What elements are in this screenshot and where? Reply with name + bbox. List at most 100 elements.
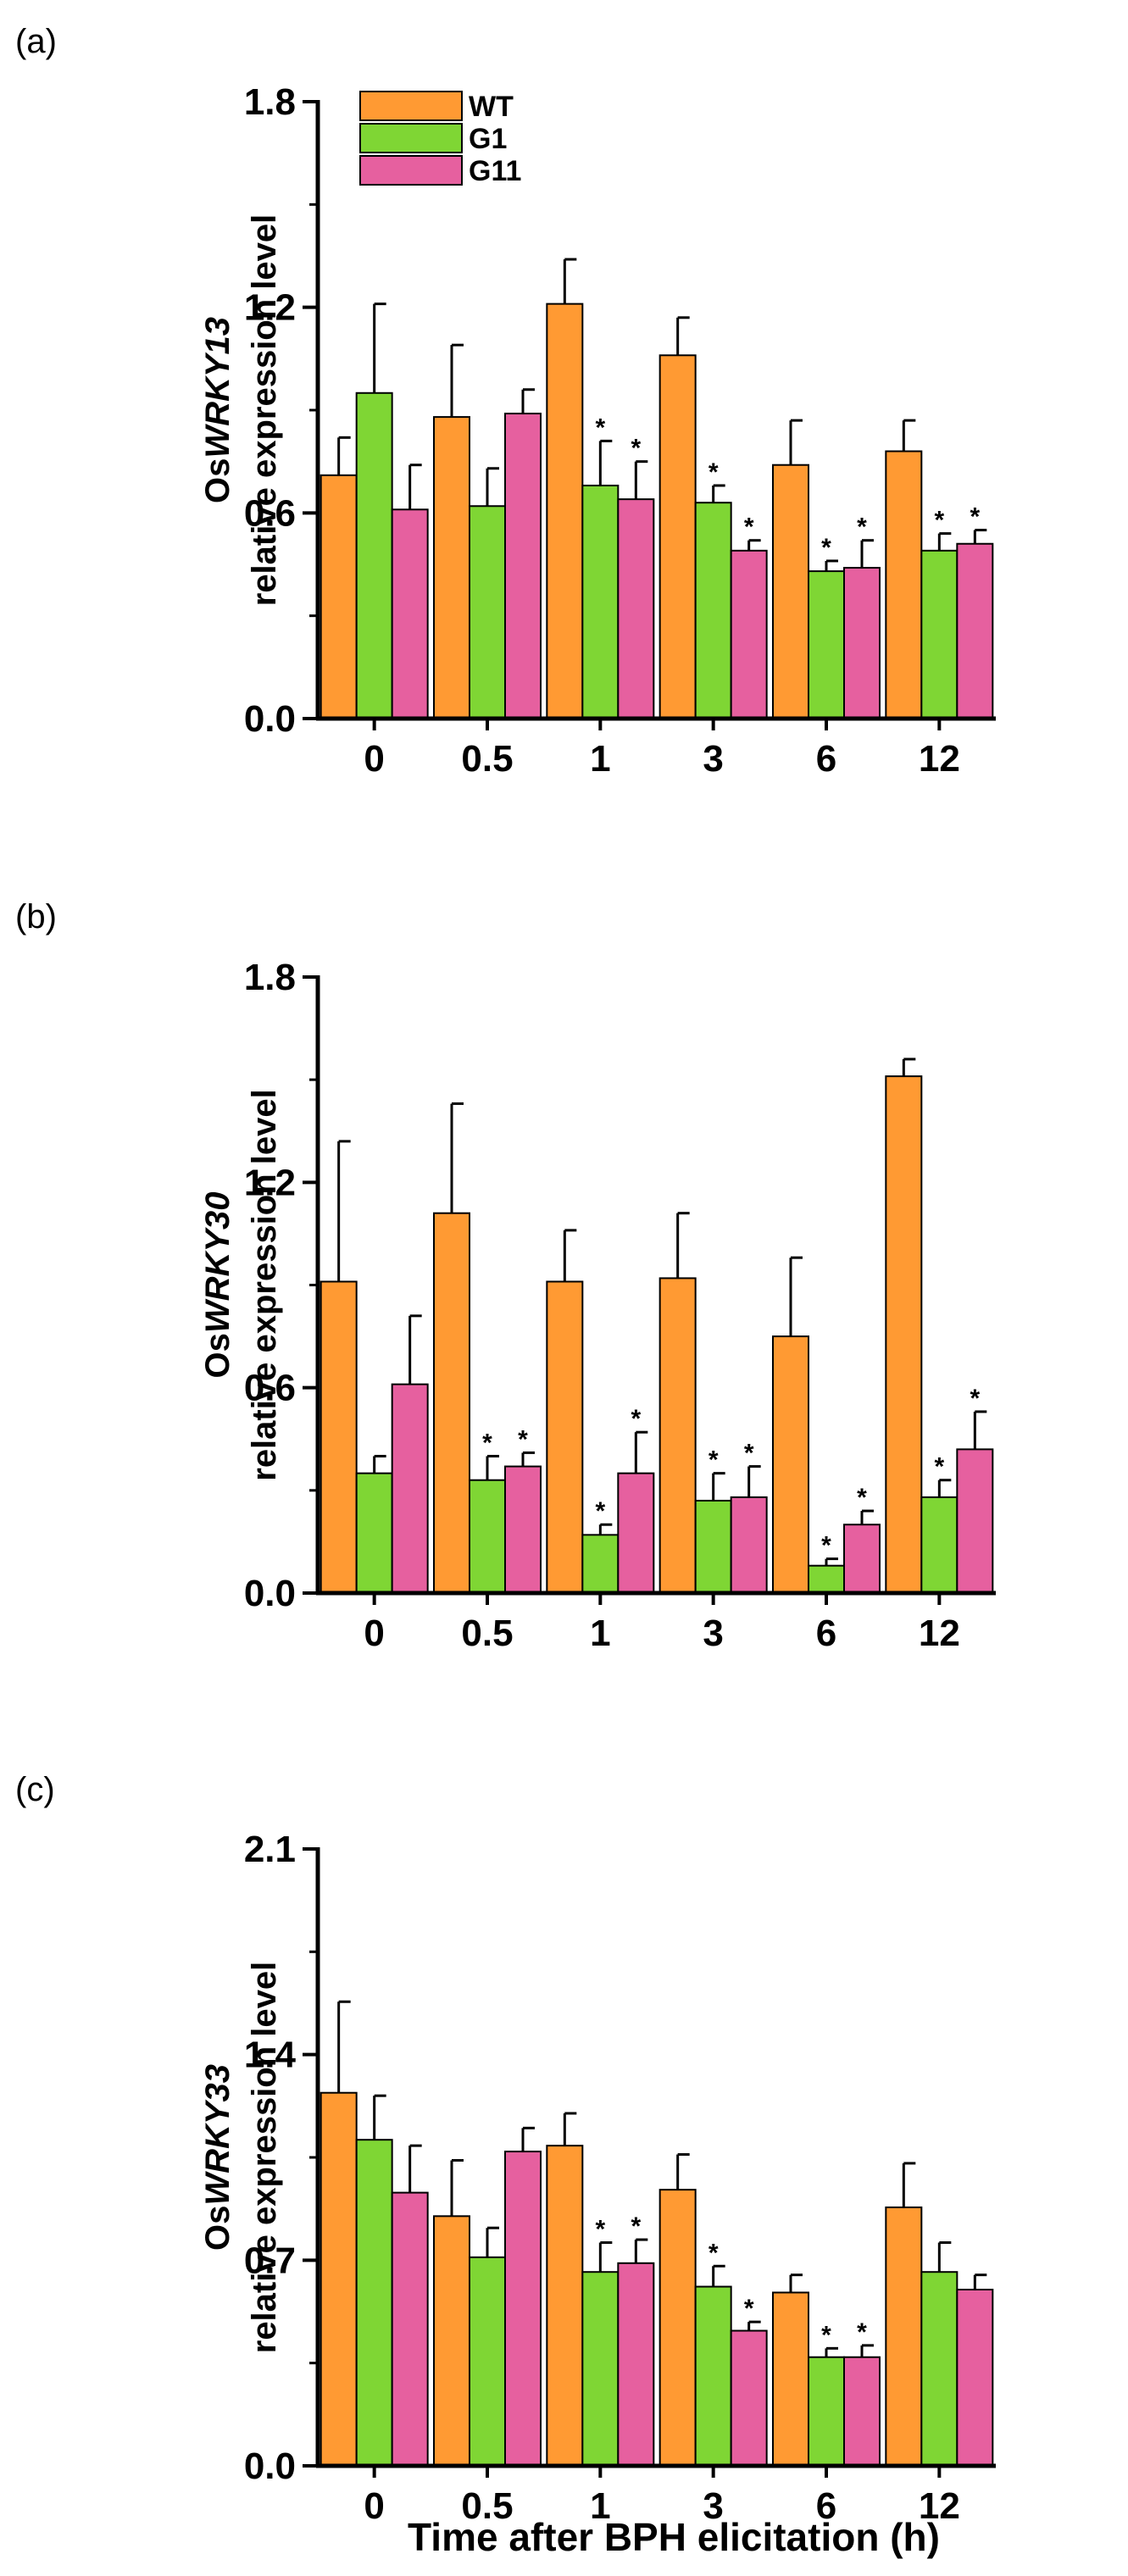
bar-WT-1	[546, 303, 584, 719]
y-axis-label-gene: OsWRKY33	[199, 2064, 236, 2251]
y-tick-label: 0.7	[244, 2240, 296, 2281]
bar-WT-1	[546, 1280, 584, 1594]
sig-star-G1-6: *	[821, 1532, 831, 1560]
bar-G11-6	[843, 1524, 881, 1594]
gene-name: WRKY30	[199, 1191, 236, 1333]
x-tick-label: 12	[919, 2485, 960, 2527]
gene-name: WRKY33	[199, 2064, 236, 2206]
y-tick-label: 1.4	[244, 2035, 297, 2076]
bar-WT-0.5	[433, 416, 470, 719]
x-tick-label: 0	[364, 1613, 384, 1654]
bar-G1-0	[355, 2139, 393, 2467]
bar-G11-1	[617, 1472, 655, 1595]
bar-G11-3	[730, 549, 768, 719]
bar-WT-0.5	[433, 2215, 470, 2467]
bar-G1-3	[694, 1499, 732, 1594]
x-tick-label: 0	[364, 738, 384, 780]
bar-G1-6	[808, 2356, 845, 2468]
x-tick-label: 0.5	[461, 1613, 513, 1654]
x-tick-label: 1	[590, 2485, 610, 2527]
bar-WT-0	[320, 474, 358, 719]
sig-star-G11-3: *	[744, 2295, 754, 2323]
legend-swatch-WT	[359, 91, 463, 121]
y-axis-label-rest: relative expression level	[246, 1089, 283, 1481]
bar-G11-12	[956, 1448, 994, 1595]
sig-star-G1-12: *	[934, 1453, 944, 1481]
bar-G1-3	[694, 502, 732, 720]
x-tick-label: 1	[590, 738, 610, 780]
x-tick-label: 6	[816, 2485, 836, 2527]
bar-WT-3	[658, 2189, 697, 2467]
bar-G1-12	[920, 1496, 959, 1595]
bar-G11-6	[843, 2356, 881, 2468]
sig-star-G1-3: *	[708, 2239, 719, 2267]
bar-G11-0.5	[504, 1465, 542, 1595]
bar-G11-1	[617, 498, 655, 720]
bar-G11-3	[730, 1496, 768, 1595]
sig-star-G1-12: *	[934, 507, 944, 535]
bar-WT-12	[885, 1075, 923, 1594]
gene-name: WRKY13	[199, 317, 236, 458]
x-tick-label: 6	[816, 1613, 836, 1654]
sig-star-G11-3: *	[744, 514, 754, 541]
panel-letter: (b)	[15, 898, 57, 935]
bar-G1-1	[581, 1534, 620, 1594]
bar-G11-0	[391, 2191, 429, 2468]
bar-G1-1	[581, 484, 620, 719]
y-tick-label: 1.8	[244, 957, 296, 998]
legend-label-G11: G11	[469, 155, 521, 187]
legend-label-WT: WT	[469, 91, 514, 123]
y-tick-label: 2.1	[244, 1829, 296, 1870]
bar-WT-3	[658, 354, 697, 719]
sig-star-G11-6: *	[857, 514, 867, 541]
bar-G11-1	[617, 2262, 655, 2468]
bar-G11-6	[843, 567, 881, 719]
bar-G1-0.5	[469, 2256, 506, 2468]
bar-G11-12	[956, 542, 994, 719]
legend-swatch-G11	[359, 155, 463, 186]
bar-G11-0.5	[504, 413, 542, 719]
bar-G11-12	[956, 2289, 994, 2467]
bar-G1-6	[808, 570, 845, 719]
x-tick-label: 3	[703, 1613, 723, 1654]
y-tick-label: 1.2	[244, 1162, 296, 1203]
bar-G1-12	[920, 549, 959, 719]
sig-star-G1-1: *	[595, 414, 605, 441]
bar-WT-12	[885, 2206, 923, 2468]
legend-label-G1: G1	[469, 123, 507, 155]
y-tick-label: 0.6	[244, 492, 296, 534]
sig-star-G1-3: *	[708, 1446, 719, 1474]
y-axis-label-rest: relative expression level	[246, 1962, 283, 2354]
sig-star-G11-1: *	[631, 1405, 641, 1433]
bar-G11-0	[391, 508, 429, 719]
y-tick-label: 0.0	[244, 698, 296, 740]
y-tick-label: 1.2	[244, 287, 296, 329]
bar-WT-1	[546, 2145, 584, 2467]
y-tick-label: 0.0	[244, 2446, 296, 2487]
x-tick-label: 3	[703, 2485, 723, 2527]
sig-star-G1-6: *	[821, 2321, 831, 2349]
bar-WT-6	[772, 1335, 809, 1595]
bar-WT-12	[885, 450, 923, 719]
bar-G1-6	[808, 1564, 845, 1594]
sig-star-G11-12: *	[970, 1385, 980, 1413]
x-tick-label: 0	[364, 2485, 384, 2527]
gene-prefix: Os	[199, 1333, 236, 1378]
legend-swatch-G1	[359, 123, 463, 153]
bar-WT-6	[772, 2291, 809, 2467]
bar-G1-0.5	[469, 1479, 506, 1595]
panel-b: (b) OsWRKY30 relative expression level 0 * * 0…	[15, 898, 996, 1654]
x-tick-label: 3	[703, 738, 723, 780]
bar-G1-0	[355, 391, 393, 719]
sig-star-G1-0.5: *	[482, 1429, 492, 1457]
bar-WT-0	[320, 1280, 358, 1594]
sig-star-G1-1: *	[595, 1497, 605, 1525]
sig-star-G11-6: *	[857, 1484, 867, 1512]
bar-G1-0	[355, 1472, 393, 1595]
bar-WT-6	[772, 464, 809, 719]
sig-star-G11-0.5: *	[518, 1425, 528, 1453]
sig-star-G11-12: *	[970, 503, 980, 531]
x-tick-label: 1	[590, 1613, 610, 1654]
bar-G11-0.5	[504, 2151, 542, 2467]
